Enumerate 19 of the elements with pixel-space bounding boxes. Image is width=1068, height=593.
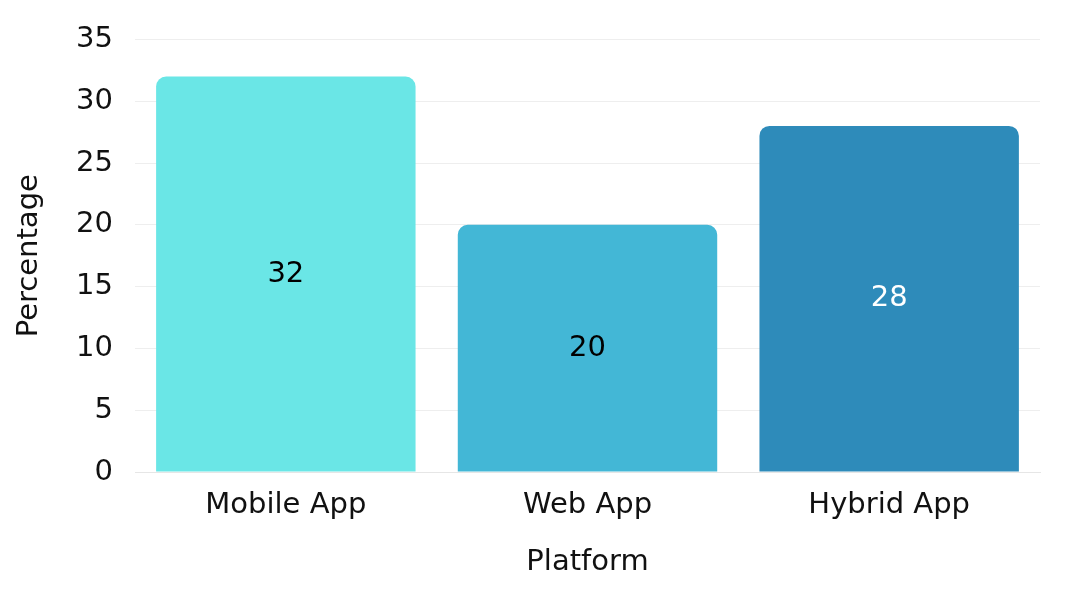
data-label: 20 <box>569 328 606 363</box>
bar <box>759 125 1019 472</box>
y-tick-label: 30 <box>76 81 113 116</box>
y-tick-label: 35 <box>76 19 113 54</box>
data-label: 32 <box>267 254 305 289</box>
x-tick-label: Mobile App <box>205 485 367 520</box>
x-tick-label: Web App <box>522 485 653 520</box>
y-axis-title: Percentage <box>9 174 44 338</box>
x-axis-title: Platform <box>526 543 649 578</box>
x-tick-label: Hybrid App <box>808 485 970 520</box>
y-tick-label: 10 <box>76 328 113 363</box>
y-tick-label: 15 <box>76 267 113 302</box>
bar <box>457 224 718 472</box>
y-tick-label: 20 <box>76 205 113 240</box>
bar <box>156 76 416 472</box>
data-label: 28 <box>870 279 908 314</box>
y-tick-label: 0 <box>94 452 113 487</box>
y-tick-label: 5 <box>94 390 113 425</box>
y-tick-label: 25 <box>76 143 113 178</box>
